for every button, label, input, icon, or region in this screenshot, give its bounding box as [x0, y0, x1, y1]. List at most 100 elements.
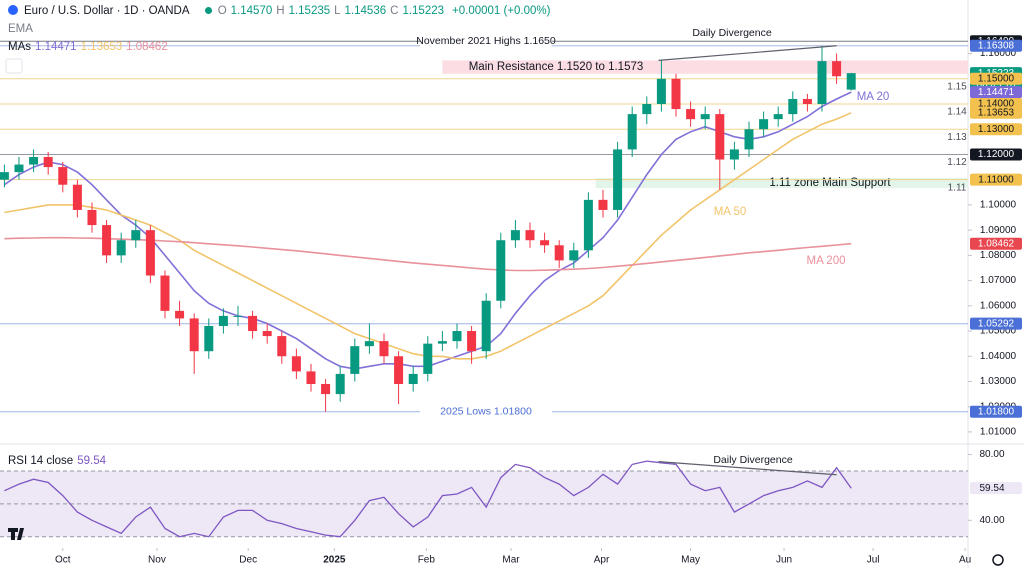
symbol-title: Euro / U.S. Dollar · 1D · OANDA [24, 5, 190, 17]
price-label-box [970, 106, 1022, 119]
candle-body [248, 315, 258, 332]
candle-body [583, 199, 593, 251]
price-label-box [970, 72, 1022, 85]
price-label: 1.16308 [978, 40, 1015, 51]
price-label: 1.13653 [978, 107, 1015, 118]
price-label: 1.14000 [978, 99, 1015, 110]
quote-key: O [217, 5, 227, 17]
x-tick-label: Oct [55, 555, 71, 566]
candle-body [262, 331, 272, 337]
rsi-line [4, 460, 852, 538]
candle-body [423, 343, 433, 374]
candle-body [540, 240, 550, 246]
candle-body [102, 225, 112, 256]
candle-body [759, 119, 769, 130]
zone-label: Main Resistance 1.1520 to 1.1573 [469, 61, 644, 73]
price-label: 1.15000 [978, 73, 1015, 84]
candle-body [627, 114, 637, 150]
candle-body [291, 356, 301, 372]
divergence-line [658, 45, 837, 61]
candle-body [832, 61, 842, 77]
candle-body [175, 310, 185, 319]
level-label: 1.11 [948, 182, 967, 193]
candle-body [87, 209, 97, 226]
x-tick-label: Nov [148, 555, 166, 566]
annotation-bg [420, 35, 552, 48]
x-tick-label: Mar [502, 555, 520, 566]
candle-body [277, 336, 287, 357]
annotation-bg [420, 405, 552, 418]
price-label: 1.05292 [978, 318, 1015, 329]
quote-value: 1.15223 [402, 5, 445, 17]
rsi-value-box [970, 482, 1022, 495]
candle-body [233, 315, 243, 317]
candle-body [671, 78, 681, 110]
ma-value: 1.08462 [126, 41, 168, 53]
annotation-label: November 2021 Highs 1.1650 [416, 35, 556, 47]
candle-body [598, 199, 608, 210]
rsi-divergence-label: Daily Divergence [713, 454, 793, 466]
y-tick-label: 1.01000 [980, 427, 1017, 438]
market-status [204, 7, 212, 14]
price-label: 1.11000 [978, 174, 1014, 185]
candle-body [116, 240, 126, 256]
candle-body [773, 114, 783, 120]
candle-body [379, 341, 389, 357]
x-tick-label: Jul [867, 555, 880, 566]
candle-body [846, 73, 856, 90]
annotation: 2025 Lows 1.01800 [420, 406, 552, 418]
y-tick-label: 1.07000 [980, 275, 1017, 286]
candle-body [14, 164, 24, 173]
candle-body [496, 240, 506, 301]
candle-body [788, 98, 798, 115]
rsi-value-label: 59.54 [979, 483, 1004, 494]
countdown-label: 06:45:16 [977, 80, 1016, 91]
quote: O 1.14570 H 1.15235 L 1.14536 C 1.15223 [218, 5, 448, 17]
level-label: 1.13 [947, 132, 967, 143]
candle-body [686, 109, 696, 120]
y-tick-label: 1.08000 [980, 250, 1017, 261]
candle-body [0, 172, 9, 180]
x-tick-label: May [681, 555, 700, 566]
quote-value: 1.14536 [344, 5, 387, 17]
level-label: 1.15 [947, 81, 967, 92]
tv-logo [8, 528, 24, 540]
symbol-header: Euro / U.S. Dollar · 1D · OANDA O 1.14570… [8, 5, 554, 17]
x-tick-label: Apr [594, 555, 610, 566]
y-tick-label: 1.10000 [980, 200, 1017, 211]
settings-icon [992, 554, 1004, 566]
price-label: 1.01800 [978, 406, 1015, 417]
price-label-box [970, 148, 1022, 161]
candle-body [744, 129, 754, 150]
candle-body [350, 346, 360, 374]
quote-key: C [390, 5, 399, 17]
change: +0.00001 (+0.00%) [452, 5, 551, 17]
candle-body [569, 250, 579, 261]
quote-value: 1.15235 [288, 5, 331, 17]
ma-label: MA 50 [714, 206, 747, 218]
candle-body [189, 318, 199, 352]
price-label-box [970, 39, 1022, 52]
ema-row: EMA [8, 23, 37, 35]
candle-body [525, 230, 535, 241]
price-label-box [970, 317, 1022, 330]
zone [595, 177, 968, 189]
candle-body [306, 371, 316, 385]
candle-body [510, 230, 520, 241]
candle-body [131, 230, 141, 241]
candle-body [145, 230, 155, 276]
ma-value: 1.13653 [80, 41, 123, 53]
y-tick-label: 1.05000 [980, 326, 1017, 337]
ma-label: MA 20 [857, 91, 890, 103]
price-label: 1.14471 [978, 87, 1015, 98]
rsi-tick-label: 40.00 [979, 515, 1004, 526]
rsi-header: RSI 14 close 59.54 [8, 455, 110, 467]
ma-header: MAs [8, 41, 31, 53]
annotation: November 2021 Highs 1.1650 [416, 35, 556, 48]
candle-body [715, 114, 725, 160]
x-tick-label: Au [959, 555, 971, 566]
y-tick-label: 1.03000 [980, 376, 1017, 387]
ma-legend: MAs 1.14471 1.13653 1.08462 [8, 41, 172, 53]
candle-body [43, 156, 53, 168]
